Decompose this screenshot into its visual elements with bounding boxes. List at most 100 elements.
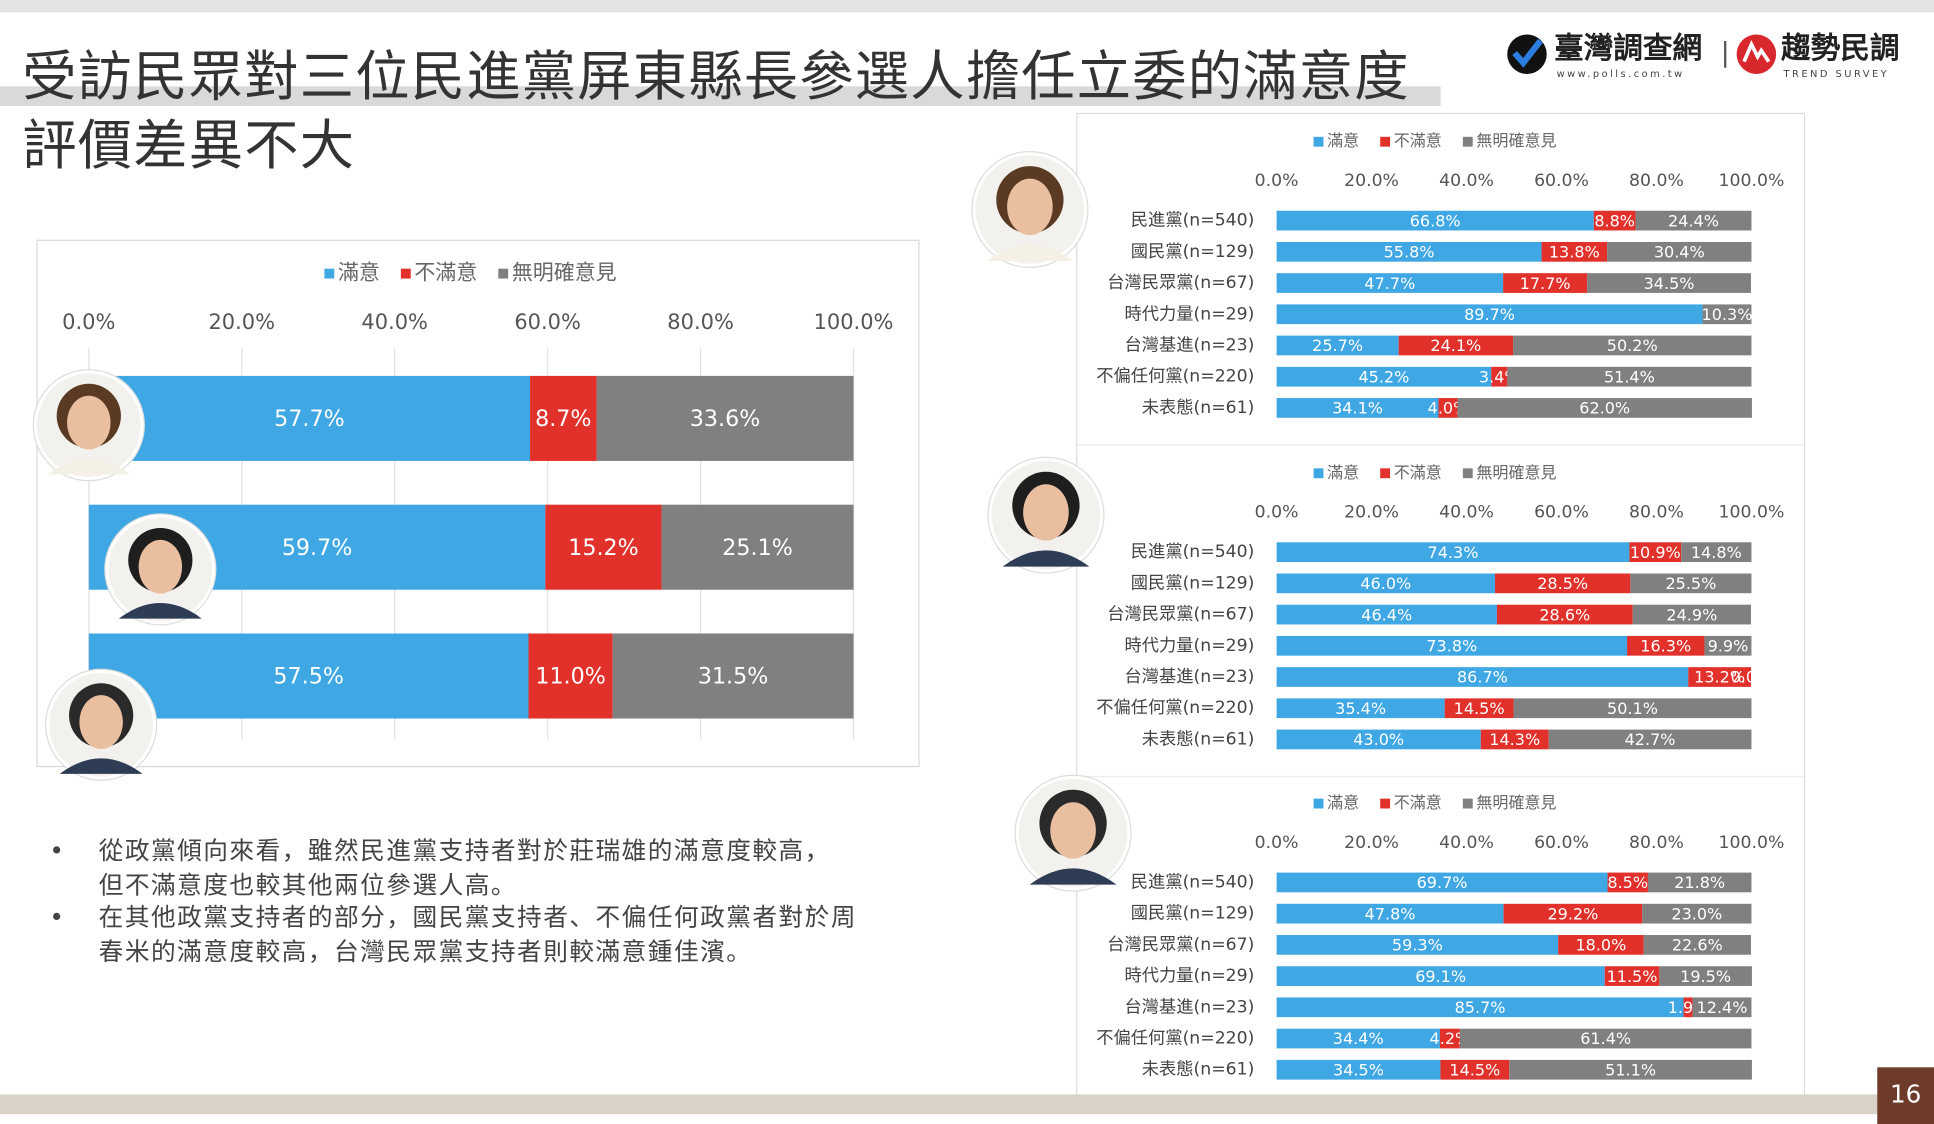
bar-segment <box>1632 604 1751 625</box>
data-label: 10.9% <box>1630 543 1681 562</box>
legend-swatch <box>324 268 335 279</box>
bar-segment <box>88 633 529 719</box>
bar-segment <box>1276 304 1703 325</box>
bar-segment <box>1513 698 1752 719</box>
logo-check <box>1512 38 1543 68</box>
photo-face <box>67 395 111 450</box>
data-label: 0.0% <box>1731 668 1772 687</box>
bar-segment <box>1276 335 1399 356</box>
data-label: 43.0% <box>1353 730 1404 749</box>
data-label: 8.5% <box>1607 873 1648 892</box>
data-label: 14.8% <box>1691 543 1742 562</box>
bar-segment <box>1643 935 1751 955</box>
legend-swatch <box>1380 798 1391 809</box>
x-tick-label: 100.0% <box>814 310 894 334</box>
bar-segment <box>1495 573 1631 594</box>
data-label: 8.7% <box>535 406 591 432</box>
data-label: 89.7% <box>1464 305 1515 324</box>
x-tick-label: 20.0% <box>1344 833 1399 853</box>
data-label: 23.0% <box>1671 904 1722 923</box>
data-label: 13.2% <box>1694 668 1745 687</box>
category-label: 民進黨(n=540) <box>1131 872 1255 892</box>
legend-label: 不滿意 <box>414 261 477 285</box>
bar-segment <box>1276 667 1689 687</box>
bar-segment <box>596 375 854 461</box>
data-label: 66.8% <box>1410 211 1461 230</box>
bar-segment <box>1688 667 1751 687</box>
bar-segment <box>612 633 854 719</box>
category-label: 未表態(n=61) <box>1142 729 1255 749</box>
category-label: 國民黨(n=129) <box>1131 242 1255 262</box>
legend-swatch <box>1313 798 1324 809</box>
bar-segment <box>1503 903 1643 924</box>
data-label: 15.2% <box>568 535 639 561</box>
bar-segment <box>1438 398 1458 418</box>
category-label: 台灣民眾黨(n=67) <box>1107 935 1254 955</box>
bar-segment <box>1507 366 1752 387</box>
x-tick-label: 80.0% <box>667 310 734 334</box>
data-label: 19.5% <box>1680 967 1731 986</box>
bar-segment <box>1439 1028 1460 1049</box>
photo-body <box>47 458 131 475</box>
category-label: 民進黨(n=540) <box>1131 211 1255 231</box>
x-tick-label: 40.0% <box>1439 503 1494 523</box>
bar-segment <box>1607 872 1648 893</box>
bar-segment <box>88 375 531 461</box>
page-number: 16 <box>1890 1080 1921 1109</box>
category-label: 台灣基進(n=23) <box>1125 335 1255 355</box>
photo-face <box>1050 802 1096 859</box>
logo-url: www.polls.com.tw <box>1557 69 1685 80</box>
photo-face <box>79 695 123 750</box>
category-label: 不偏任何黨(n=220) <box>1096 698 1254 718</box>
bar-segment <box>1276 1028 1440 1049</box>
data-label: 46.0% <box>1360 574 1411 593</box>
data-label: 9.9% <box>1708 637 1749 656</box>
data-label: 13.8% <box>1549 243 1600 262</box>
bar-segment <box>1604 966 1660 986</box>
x-tick-label: 100.0% <box>1719 833 1785 853</box>
data-label: 47.8% <box>1365 904 1416 923</box>
title-line: 評價差異不大 <box>22 114 356 178</box>
bar-segment <box>1276 698 1445 719</box>
photo-face <box>1023 484 1069 541</box>
data-label: 29.2% <box>1547 904 1598 923</box>
category-label: 時代力量(n=29) <box>1125 304 1255 324</box>
data-label: 57.5% <box>273 664 344 690</box>
bar-segment <box>1276 366 1492 387</box>
bar-segment <box>1276 935 1559 955</box>
legend-swatch <box>1380 136 1391 147</box>
data-label: 22.6% <box>1672 936 1723 955</box>
data-label: 31.5% <box>698 664 769 690</box>
x-tick-label: 60.0% <box>1534 171 1589 191</box>
data-label: 73.8% <box>1426 637 1477 656</box>
data-label: 50.2% <box>1607 336 1658 355</box>
legend-label: 不滿意 <box>1394 131 1442 150</box>
category-label: 台灣基進(n=23) <box>1125 667 1255 687</box>
legend-swatch <box>1313 136 1324 147</box>
bar-segment <box>1444 698 1514 719</box>
data-label: 86.7% <box>1457 668 1508 687</box>
bar-segment <box>1491 366 1508 387</box>
data-label: 62.0% <box>1579 399 1630 418</box>
data-label: 11.0% <box>535 664 606 690</box>
logo-text: 臺灣調查網 <box>1554 31 1702 65</box>
category-label: 未表態(n=61) <box>1142 1060 1255 1080</box>
x-tick-label: 60.0% <box>1534 833 1589 853</box>
category-label: 台灣基進(n=23) <box>1125 997 1255 1017</box>
x-tick-label: 40.0% <box>361 310 428 334</box>
bar-segment <box>1276 573 1496 594</box>
bar-segment <box>1276 542 1630 563</box>
bar-segment <box>1457 398 1752 418</box>
bullet-line: 從政黨傾向來看，雖然民進黨支持者對於莊瑞雄的滿意度較高， <box>98 835 831 866</box>
bullet-line: 在其他政黨支持者的部分，國民黨支持者、不偏任何政黨者對於周 <box>98 902 857 932</box>
data-label: 10.3% <box>1702 305 1753 324</box>
legend-swatch <box>498 268 509 279</box>
data-label: 28.6% <box>1539 605 1590 624</box>
category-label: 民進黨(n=540) <box>1131 542 1255 562</box>
data-label: 59.7% <box>282 535 353 561</box>
data-label: 69.7% <box>1417 873 1468 892</box>
x-tick-label: 80.0% <box>1629 833 1684 853</box>
bar-segment <box>1398 335 1514 356</box>
x-tick-label: 0.0% <box>1255 833 1299 853</box>
